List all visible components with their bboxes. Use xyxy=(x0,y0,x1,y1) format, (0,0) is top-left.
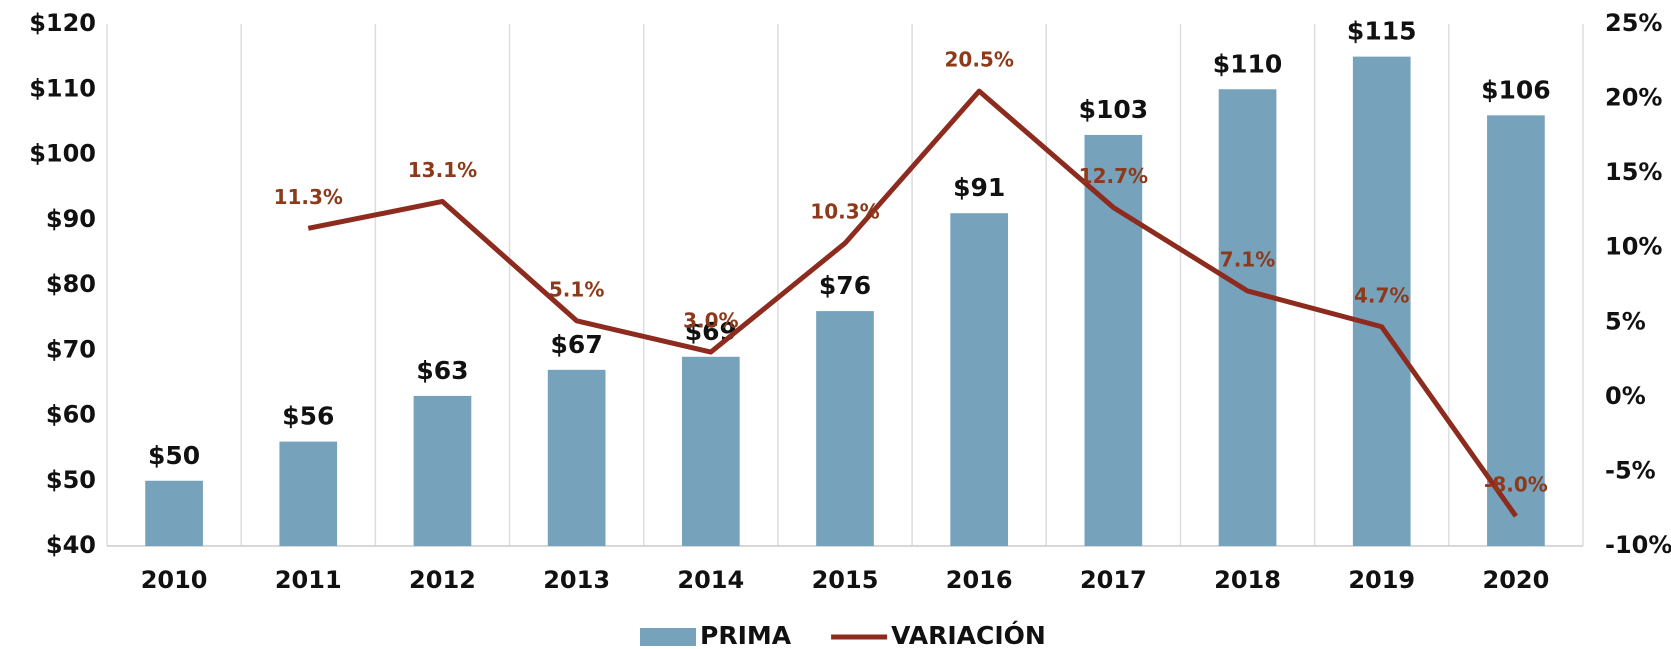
legend-label: PRIMA xyxy=(700,621,792,649)
x-tick-label: 2010 xyxy=(141,566,208,594)
bar-value-label: $91 xyxy=(953,173,1005,202)
bar-value-label: $56 xyxy=(282,402,334,431)
line-value-label: 20.5% xyxy=(944,48,1013,72)
x-tick-label: 2013 xyxy=(543,566,610,594)
bar xyxy=(816,311,874,546)
bar xyxy=(950,213,1009,546)
line-value-label: 5.1% xyxy=(549,277,604,301)
y2-tick-label: 10% xyxy=(1605,233,1662,261)
x-tick-label: 2014 xyxy=(677,566,744,594)
x-tick-label: 2011 xyxy=(275,566,342,594)
bar-value-label: $63 xyxy=(416,356,468,385)
line-value-label: 3.0% xyxy=(683,309,738,333)
y-tick-label: $110 xyxy=(29,74,96,102)
bar xyxy=(413,395,472,546)
line-value-label: 4.7% xyxy=(1354,283,1409,307)
x-tick-label: 2019 xyxy=(1348,566,1415,594)
bar xyxy=(1487,115,1545,546)
line-value-label: 13.1% xyxy=(408,158,477,182)
line-value-label: 10.3% xyxy=(810,200,879,224)
legend-label: VARIACIÓN xyxy=(891,620,1046,649)
bar-value-label: $106 xyxy=(1481,75,1551,104)
bar-value-label: $103 xyxy=(1079,95,1149,124)
y-tick-label: $120 xyxy=(29,9,96,37)
y-tick-label: $100 xyxy=(29,140,96,168)
y2-tick-label: 15% xyxy=(1605,158,1662,186)
y2-tick-label: 25% xyxy=(1605,9,1662,37)
x-tick-label: 2020 xyxy=(1483,566,1550,594)
bar-value-label: $50 xyxy=(148,441,200,470)
y2-tick-label: 20% xyxy=(1605,84,1662,112)
bar-value-label: $110 xyxy=(1213,49,1283,78)
line-value-label: 12.7% xyxy=(1079,164,1148,188)
y-tick-label: $40 xyxy=(46,531,96,559)
bar-value-label: $67 xyxy=(551,330,603,359)
bar-value-label: $115 xyxy=(1347,17,1417,46)
y-tick-label: $50 xyxy=(46,466,96,494)
line-value-label: 11.3% xyxy=(274,185,343,209)
y-tick-label: $90 xyxy=(46,205,96,233)
legend-swatch xyxy=(640,628,696,646)
y2-tick-label: 5% xyxy=(1605,307,1646,335)
x-tick-label: 2016 xyxy=(946,566,1013,594)
bar xyxy=(681,356,740,546)
bar xyxy=(1352,56,1411,546)
x-tick-label: 2015 xyxy=(812,566,879,594)
bar xyxy=(279,441,338,546)
x-tick-label: 2012 xyxy=(409,566,476,594)
bar xyxy=(1084,134,1143,547)
y-tick-label: $70 xyxy=(46,335,96,363)
line-value-label: -8.0% xyxy=(1484,473,1548,497)
y-tick-label: $80 xyxy=(46,270,96,298)
bar xyxy=(1218,89,1277,546)
bar xyxy=(547,369,606,546)
bar xyxy=(145,480,203,546)
line-value-label: 7.1% xyxy=(1220,247,1275,271)
line xyxy=(307,88,1518,518)
x-tick-label: 2018 xyxy=(1214,566,1281,594)
y2-tick-label: -10% xyxy=(1605,531,1671,559)
y-tick-label: $60 xyxy=(46,401,96,429)
x-tick-label: 2017 xyxy=(1080,566,1147,594)
y2-tick-label: -5% xyxy=(1605,456,1656,484)
bar-value-label: $76 xyxy=(819,271,871,300)
y2-tick-label: 0% xyxy=(1605,382,1646,410)
